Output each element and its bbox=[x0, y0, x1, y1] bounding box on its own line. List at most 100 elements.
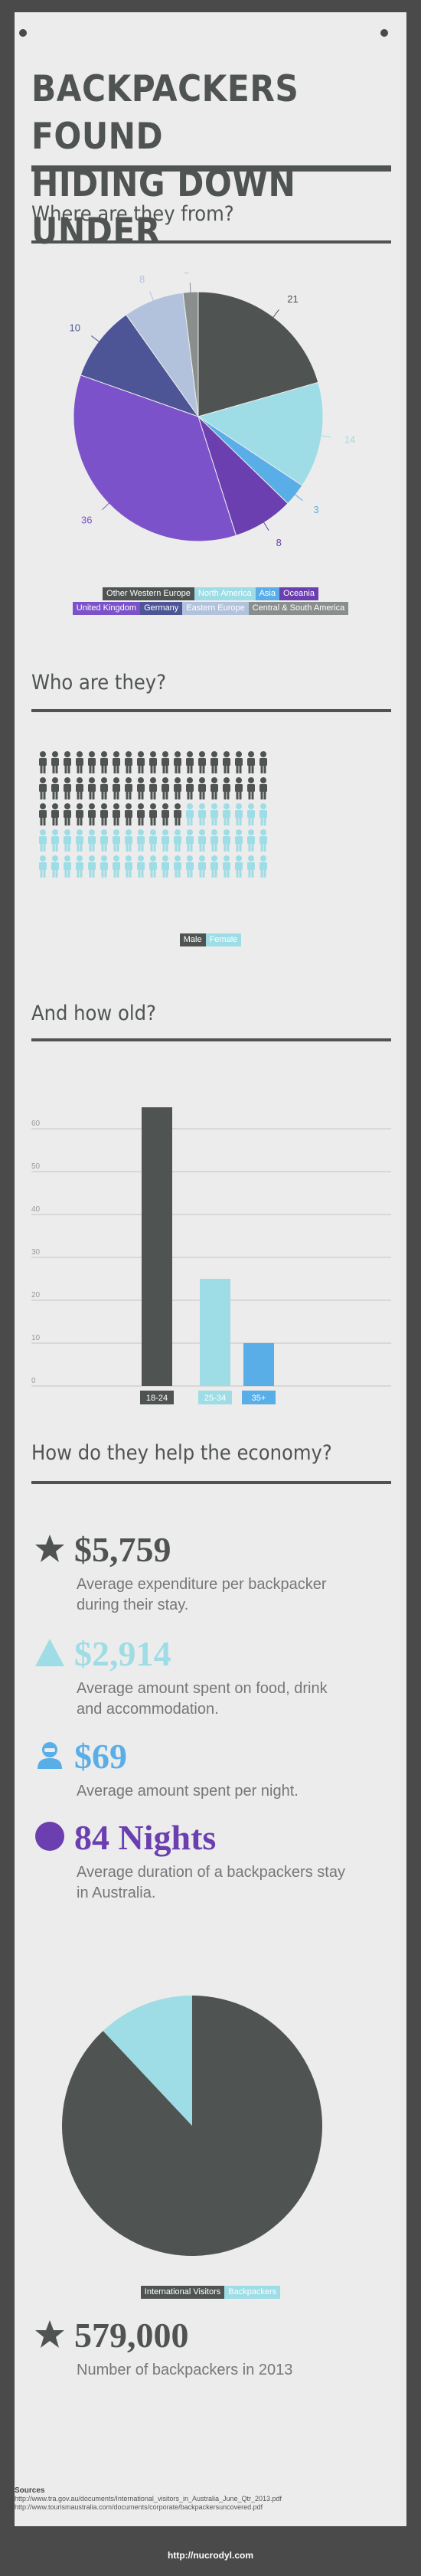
gender-pictogram bbox=[39, 751, 267, 878]
person-leg bbox=[40, 791, 43, 799]
person-figure-male bbox=[149, 803, 157, 825]
person-leg bbox=[52, 791, 55, 799]
person-figure-male bbox=[198, 751, 206, 773]
person-leg bbox=[248, 869, 251, 878]
stat-description: Average duration of a backpackers stay i… bbox=[77, 1864, 345, 1901]
person-figure-female bbox=[223, 829, 230, 852]
person-body bbox=[259, 784, 267, 792]
person-head bbox=[211, 751, 217, 757]
person-figure-male bbox=[247, 751, 255, 773]
person-leg bbox=[64, 843, 67, 852]
person-leg bbox=[227, 817, 230, 825]
source-link-2[interactable]: http://www.tourismaustralia.com/document… bbox=[15, 2503, 263, 2511]
infographic-paper: BACKPACKERS FOUND HIDING DOWN UNDER Wher… bbox=[15, 12, 406, 2526]
person-leg bbox=[202, 869, 205, 878]
legend-item-central-south-america: Central & South America bbox=[248, 602, 349, 615]
y-tick-label: 40 bbox=[31, 1205, 41, 1214]
person-leg bbox=[260, 843, 263, 852]
person-leg bbox=[202, 765, 205, 773]
person-head bbox=[224, 803, 230, 809]
person-figure-male bbox=[100, 751, 108, 773]
source-link-1[interactable]: http://www.tra.gov.au/documents/Internat… bbox=[15, 2495, 282, 2502]
person-body bbox=[64, 810, 71, 818]
person-figure-male bbox=[113, 803, 120, 825]
person-body bbox=[64, 758, 71, 766]
person-head bbox=[236, 751, 242, 757]
star-icon bbox=[35, 2320, 64, 2348]
person-body bbox=[51, 836, 59, 844]
person-head bbox=[52, 803, 58, 809]
person-body bbox=[51, 758, 59, 766]
person-leg bbox=[55, 791, 58, 799]
person-head bbox=[113, 829, 119, 835]
person-figure-female bbox=[259, 855, 267, 878]
person-figure-female bbox=[64, 829, 71, 852]
person-leg bbox=[141, 869, 144, 878]
person-figure-female bbox=[174, 829, 181, 852]
person-leg bbox=[55, 817, 58, 825]
person-leg bbox=[129, 765, 132, 773]
person-body bbox=[223, 784, 230, 792]
person-head bbox=[40, 751, 46, 757]
person-body bbox=[76, 758, 83, 766]
person-body bbox=[198, 784, 206, 792]
legend-item-north-america: North America bbox=[194, 587, 256, 600]
person-figure-male bbox=[259, 777, 267, 799]
person-leg bbox=[138, 791, 141, 799]
person-leg bbox=[43, 765, 46, 773]
stat-description: Average expenditure per backpacker durin… bbox=[77, 1576, 327, 1613]
person-figure-female bbox=[259, 829, 267, 852]
person-figure-male bbox=[113, 751, 120, 773]
stat-value: 84 Nights bbox=[74, 1818, 217, 1857]
person-figure-female bbox=[51, 829, 59, 852]
legend-item-female: Female bbox=[205, 933, 242, 946]
pie-value-label: 21 bbox=[287, 293, 298, 305]
person-leg bbox=[77, 817, 80, 825]
footer-url[interactable]: http://nucrodyl.com bbox=[168, 2550, 253, 2561]
person-figure-male bbox=[210, 751, 218, 773]
person-head bbox=[224, 829, 230, 835]
person-leg bbox=[40, 869, 43, 878]
person-leg bbox=[138, 765, 141, 773]
person-leg bbox=[67, 869, 70, 878]
person-head bbox=[126, 751, 132, 757]
person-leg bbox=[104, 791, 107, 799]
person-leg bbox=[214, 843, 217, 852]
person-body bbox=[39, 862, 47, 870]
legend-item-international-visitors: International Visitors bbox=[140, 2286, 225, 2299]
person-body bbox=[162, 784, 169, 792]
visitors-legend: International Visitors Backpackers bbox=[42, 2285, 379, 2300]
person-figure-female bbox=[39, 829, 47, 852]
person-leg bbox=[64, 869, 67, 878]
person-leg bbox=[43, 817, 46, 825]
stat-value: 579,000 bbox=[74, 2316, 189, 2355]
person-figure-female bbox=[162, 829, 169, 852]
person-figure-male bbox=[100, 803, 108, 825]
person-figure-female bbox=[198, 803, 206, 825]
person-leg bbox=[263, 817, 266, 825]
person-head bbox=[89, 751, 95, 757]
person-body bbox=[247, 810, 255, 818]
person-figure-male bbox=[149, 751, 157, 773]
person-leg bbox=[153, 817, 156, 825]
person-leg bbox=[202, 817, 205, 825]
person-leg bbox=[141, 843, 144, 852]
person-leg bbox=[113, 817, 116, 825]
person-leg bbox=[89, 843, 92, 852]
legend-item-eastern-europe: Eastern Europe bbox=[182, 602, 249, 615]
person-body bbox=[51, 810, 59, 818]
person-leg bbox=[239, 869, 242, 878]
person-leg bbox=[116, 765, 119, 773]
person-leg bbox=[43, 869, 46, 878]
person-head bbox=[248, 855, 254, 861]
person-figure-female bbox=[198, 855, 206, 878]
pie-value-label: 8 bbox=[276, 537, 282, 548]
person-leg bbox=[214, 817, 217, 825]
person-leg bbox=[178, 765, 181, 773]
person-body bbox=[174, 758, 181, 766]
person-figure-female bbox=[235, 855, 243, 878]
person-head bbox=[138, 803, 144, 809]
person-figure-female bbox=[247, 829, 255, 852]
person-leg bbox=[141, 791, 144, 799]
person-body bbox=[125, 784, 132, 792]
